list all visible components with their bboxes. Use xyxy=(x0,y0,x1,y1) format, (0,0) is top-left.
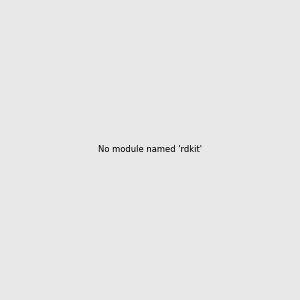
Text: No module named 'rdkit': No module named 'rdkit' xyxy=(98,146,202,154)
